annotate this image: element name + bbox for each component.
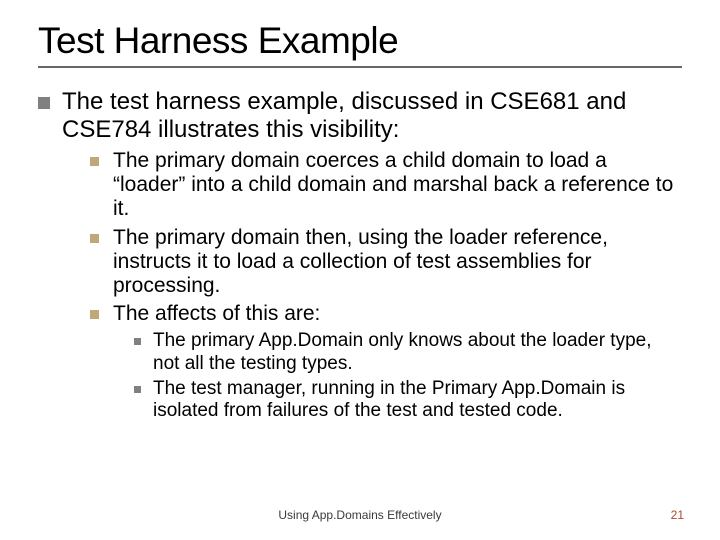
square-bullet-icon — [134, 338, 141, 345]
bullet-level2: The primary domain then, using the loade… — [90, 226, 682, 298]
bullet-level2: The primary domain coerces a child domai… — [90, 149, 682, 221]
square-bullet-icon — [134, 386, 141, 393]
bullet-level3: The test manager, running in the Primary… — [134, 378, 682, 423]
slide-title: Test Harness Example — [38, 20, 682, 62]
bullet-level2-text: The affects of this are: — [113, 302, 320, 326]
bullet-level3: The primary App.Domain only knows about … — [134, 330, 682, 375]
level3-list: The primary App.Domain only knows about … — [90, 330, 682, 423]
bullet-level2-text: The primary domain coerces a child domai… — [113, 149, 682, 221]
square-bullet-icon — [38, 97, 50, 109]
square-bullet-icon — [90, 234, 99, 243]
level2-list: The primary domain coerces a child domai… — [38, 149, 682, 423]
square-bullet-icon — [90, 310, 99, 319]
bullet-level2-text: The primary domain then, using the loade… — [113, 226, 682, 298]
footer-text: Using App.Domains Effectively — [0, 508, 720, 522]
bullet-level3-text: The test manager, running in the Primary… — [153, 378, 682, 423]
bullet-level2: The affects of this are: — [90, 302, 682, 326]
bullet-level1-text: The test harness example, discussed in C… — [62, 88, 682, 143]
slide: Test Harness Example The test harness ex… — [0, 0, 720, 540]
square-bullet-icon — [90, 157, 99, 166]
page-number: 21 — [671, 508, 684, 522]
title-rule — [38, 66, 682, 68]
bullet-level1: The test harness example, discussed in C… — [38, 88, 682, 143]
bullet-level3-text: The primary App.Domain only knows about … — [153, 330, 682, 375]
